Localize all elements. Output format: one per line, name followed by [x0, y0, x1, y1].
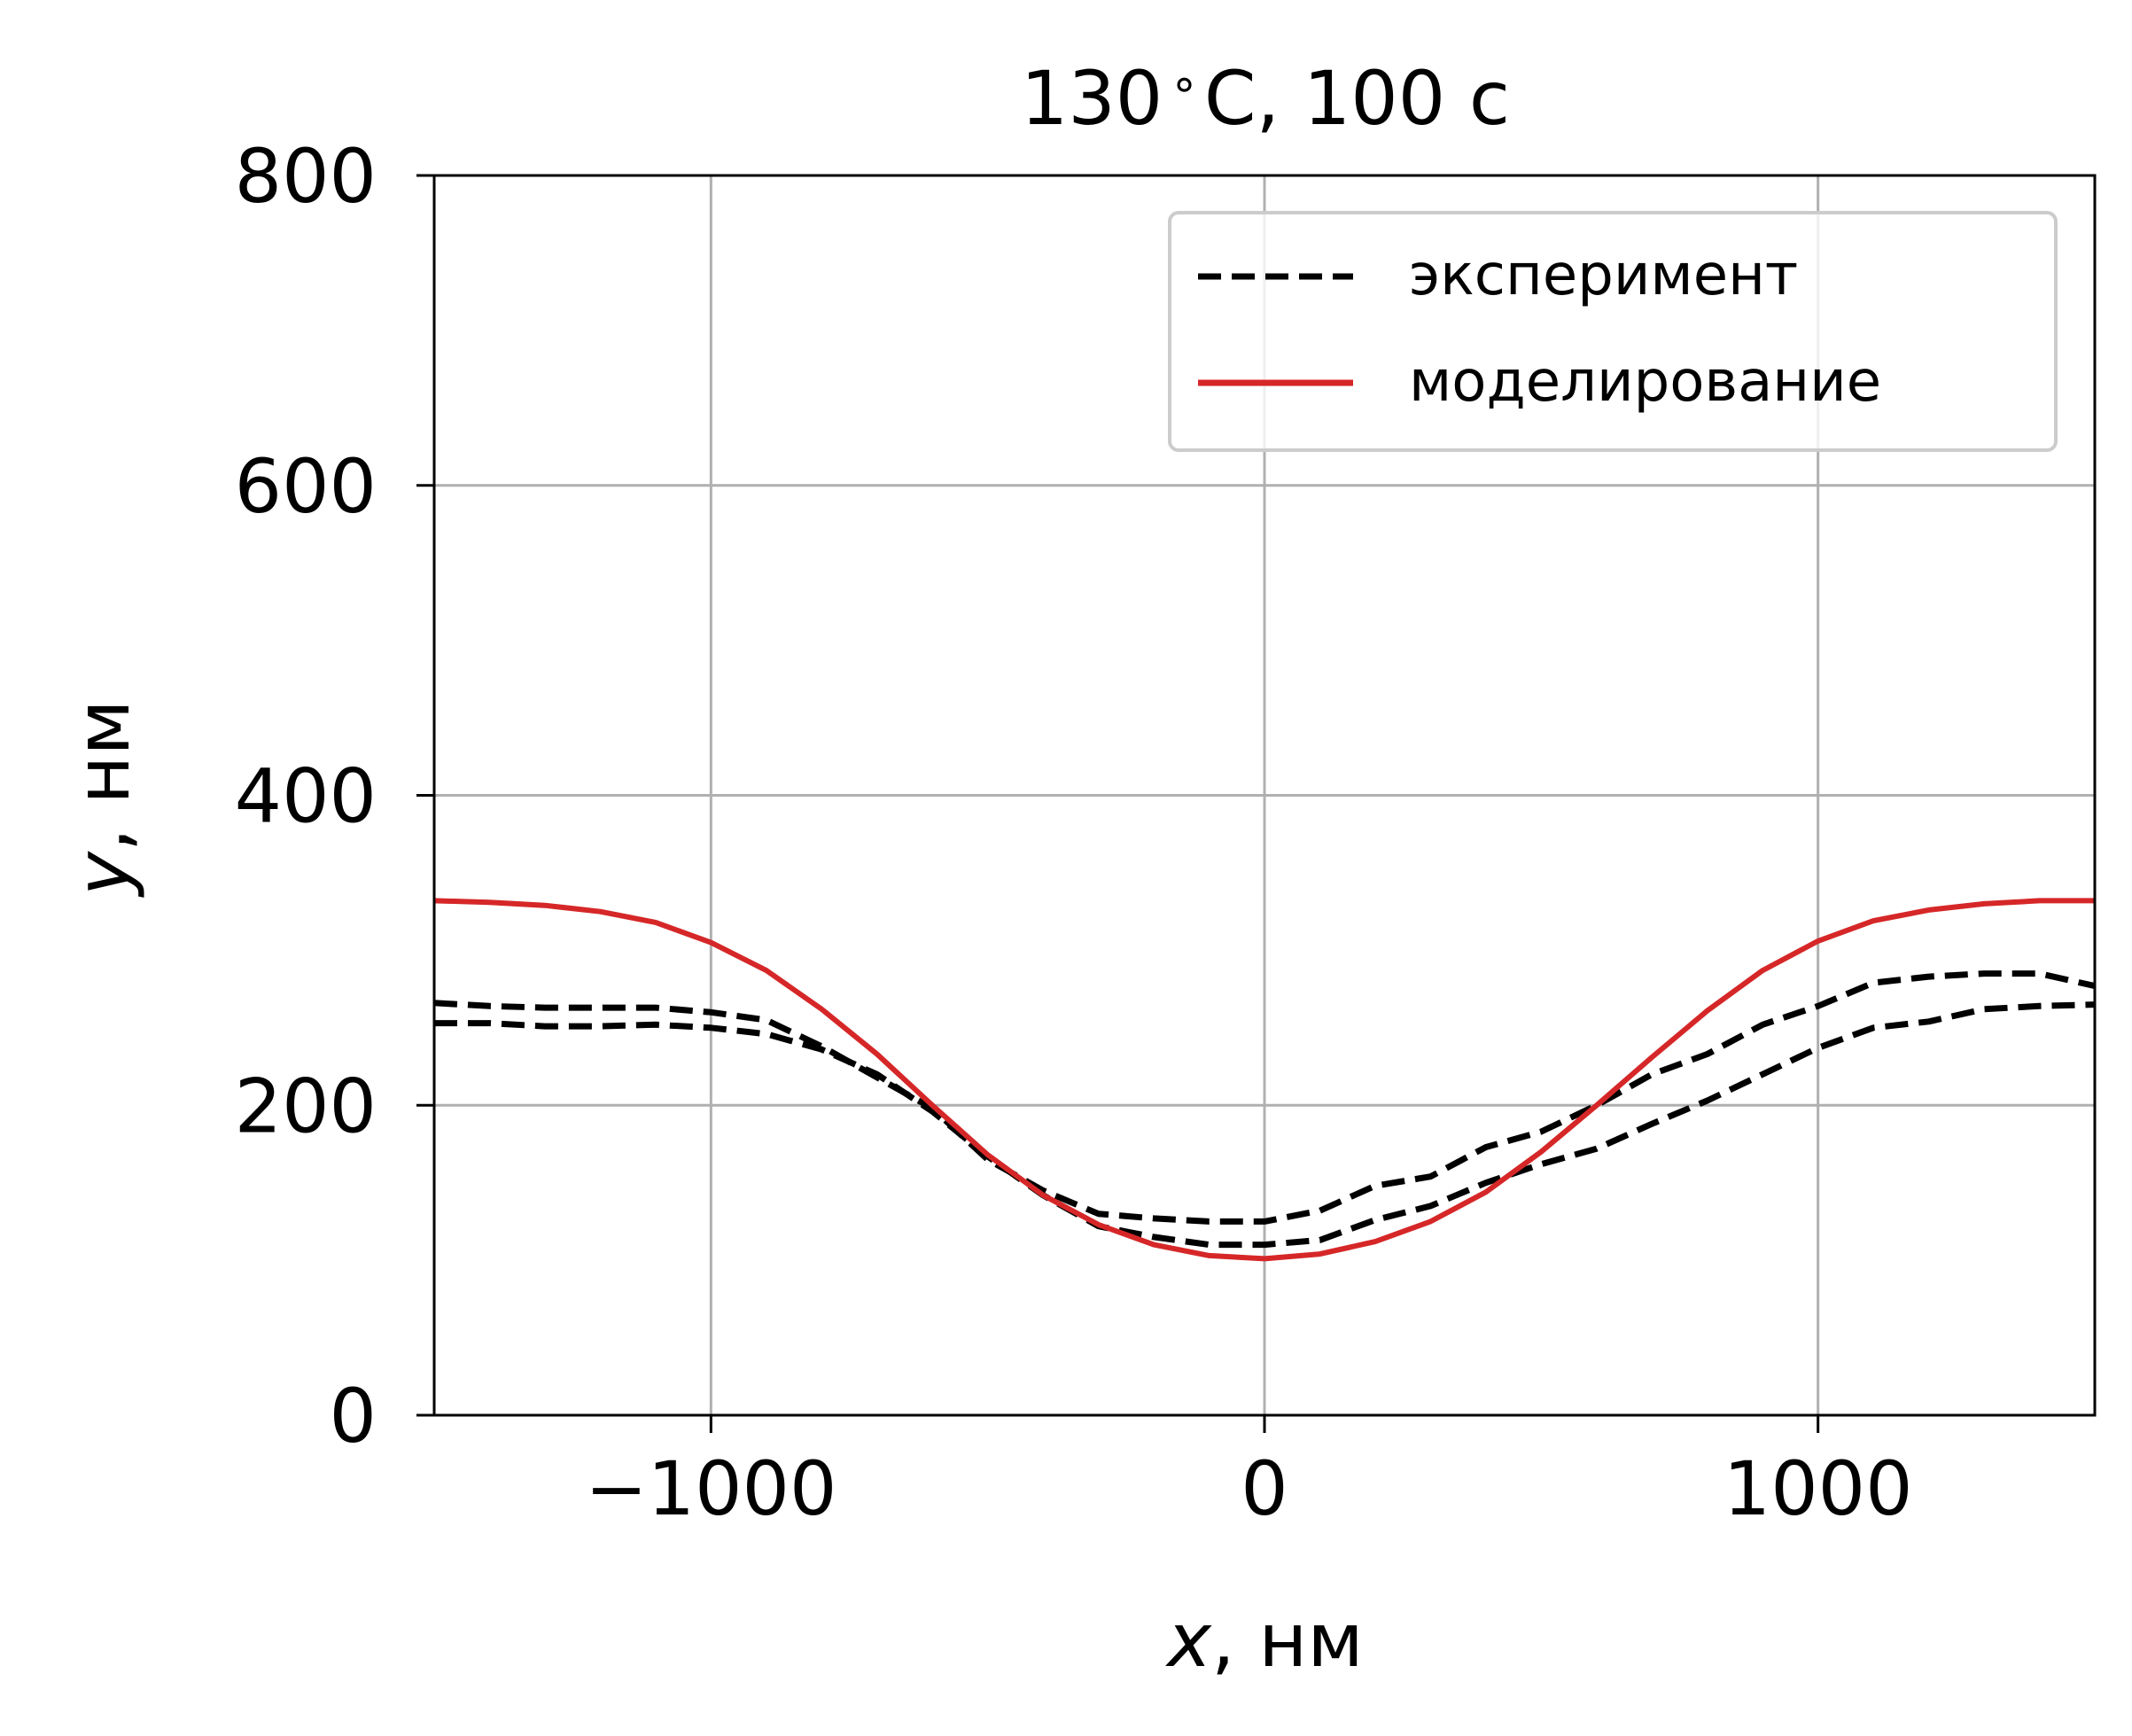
y-tick-label: 600 [235, 443, 377, 530]
y-tick-label: 400 [235, 753, 377, 840]
chart-title-rest: C, 100 с [1204, 55, 1510, 142]
x-axis-ticks: −1000 0 1000 [585, 1415, 1913, 1532]
chart-title-value: 130 [1021, 55, 1163, 142]
legend-label-experiment: эксперимент [1409, 243, 1798, 308]
y-axis-label-unit: , нм [59, 699, 146, 852]
legend: эксперимент моделирование [1168, 211, 2058, 452]
y-axis-ticks: 0 200 400 600 800 [235, 133, 434, 1460]
y-axis-label: y, нм [59, 699, 146, 898]
series-line-1 [434, 1001, 2096, 1249]
y-axis-label-var: y [59, 851, 146, 899]
x-tick-label: −1000 [585, 1445, 836, 1532]
series-line-2 [433, 898, 2095, 1262]
plot-lines [433, 898, 2096, 1262]
x-axis-label: x, нм [1164, 1597, 1363, 1684]
y-tick-label: 0 [330, 1373, 377, 1460]
x-axis-label-unit: , нм [1211, 1597, 1364, 1684]
y-tick-label: 800 [235, 133, 377, 220]
x-axis-label-var: x [1164, 1597, 1212, 1684]
legend-box [1168, 211, 2058, 452]
chart-title: 130 ∘C, 100 с [1021, 55, 1510, 142]
x-tick-label: 1000 [1723, 1445, 1913, 1532]
series-line-0 [433, 970, 2096, 1225]
degree-sign: ∘ [1170, 58, 1199, 111]
y-tick-label: 200 [235, 1063, 377, 1149]
x-tick-label: 0 [1241, 1445, 1288, 1532]
legend-label-modeling: моделирование [1409, 349, 1881, 415]
